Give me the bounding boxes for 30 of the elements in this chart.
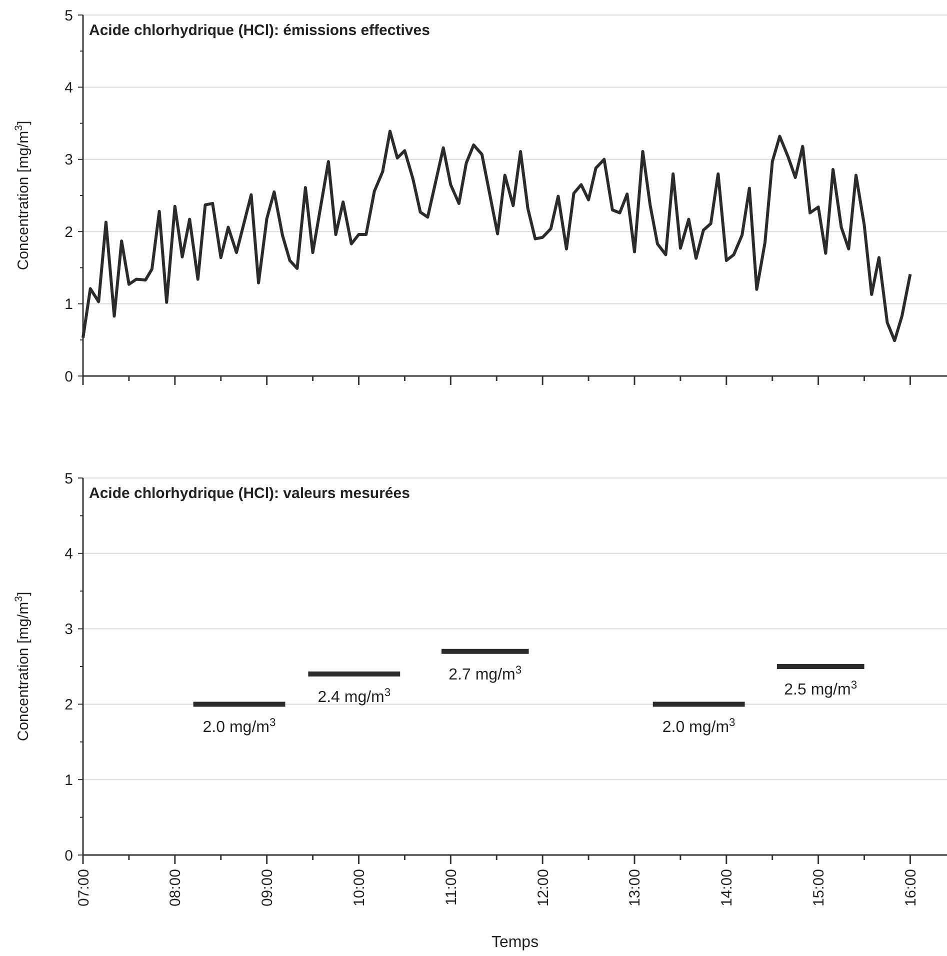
y-tick-label: 2: [64, 696, 73, 714]
y-tick-label: 5: [64, 470, 73, 488]
y-tick-label: 0: [64, 847, 73, 864]
x-tick-label: 14:00: [718, 869, 736, 907]
y-tick-label: 2: [64, 224, 73, 241]
annotation: 2.5 mg/m$^{3}$: [784, 680, 858, 698]
x-tick-label: 08:00: [167, 869, 184, 907]
y-tick-label: 1: [64, 772, 73, 789]
x-tick-label: 10:00: [350, 869, 368, 907]
y-tick-label: 0: [64, 368, 73, 386]
y-tick-label: 4: [64, 79, 73, 96]
x-tick-label: 11:00: [442, 869, 460, 906]
x-tick-label: 07:00: [75, 869, 92, 907]
annotation: 2.0 mg/m$^{3}$: [202, 717, 276, 736]
x-tick-label: 16:00: [902, 869, 920, 907]
y-tick-label: 1: [64, 296, 73, 314]
x-tick-label: 12:00: [534, 869, 552, 907]
y-tick-label: 3: [64, 152, 73, 169]
text: Acide chlorhydrique (HCl): valeurs mesurées: [89, 485, 410, 502]
annotation: 2.0 mg/m$^{3}$: [662, 717, 736, 736]
y-tick-label: 5: [64, 7, 73, 24]
annotation: 2.7 mg/m$^{3}$: [448, 664, 522, 684]
x-tick-label: 13:00: [626, 869, 644, 907]
x-axis-title: Temps: [491, 934, 539, 951]
annotation: 2.4 mg/m$^{3}$: [318, 687, 391, 706]
y-tick-label: 3: [64, 621, 73, 638]
x-tick-label: 09:00: [259, 869, 276, 907]
text: Acide chlorhydrique (HCl): émissions effectives: [89, 22, 430, 39]
x-tick-label: 15:00: [810, 869, 828, 907]
y-tick-label: 4: [64, 546, 73, 563]
